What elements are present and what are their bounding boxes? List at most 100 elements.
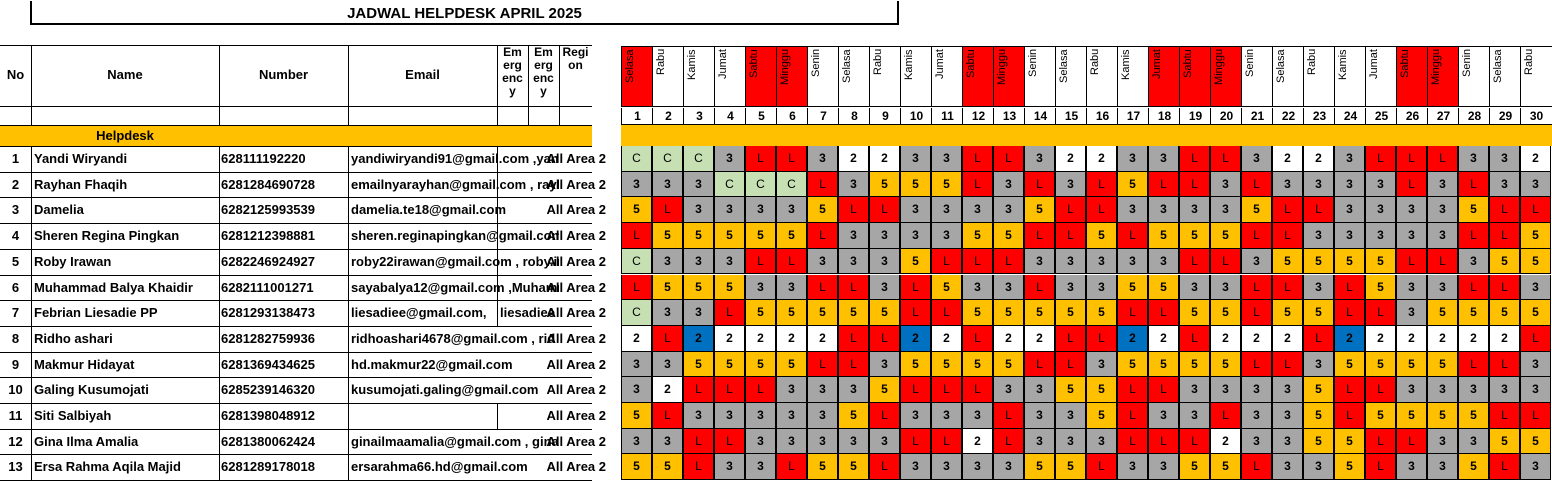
schedule-cell[interactable]: 5	[1303, 248, 1334, 275]
schedule-cell[interactable]: 3	[652, 171, 683, 198]
schedule-cell[interactable]: L	[869, 197, 900, 224]
schedule-cell[interactable]: 3	[807, 377, 838, 403]
schedule-cell[interactable]: 5	[714, 223, 745, 249]
schedule-cell[interactable]: 5	[1334, 351, 1365, 378]
schedule-cell[interactable]: 3	[1024, 428, 1055, 455]
schedule-cell[interactable]: 5	[745, 300, 776, 326]
schedule-cell[interactable]: L	[900, 274, 931, 301]
schedule-cell[interactable]: 3	[900, 403, 931, 429]
schedule-cell[interactable]: 3	[1210, 197, 1241, 224]
schedule-cell[interactable]: 3	[776, 428, 807, 455]
schedule-cell[interactable]: 5	[1458, 403, 1489, 429]
schedule-cell[interactable]: L	[1334, 300, 1365, 326]
schedule-cell[interactable]: 3	[1396, 454, 1427, 481]
schedule-cell[interactable]: 3	[993, 197, 1024, 224]
schedule-cell[interactable]: L	[869, 325, 900, 352]
schedule-cell[interactable]: 2	[1334, 325, 1365, 352]
schedule-cell[interactable]: 3	[1148, 403, 1179, 429]
schedule-cell[interactable]: L	[1210, 248, 1241, 275]
schedule-cell[interactable]: 5	[807, 300, 838, 326]
schedule-cell[interactable]: 3	[931, 403, 962, 429]
schedule-cell[interactable]: L	[1458, 223, 1489, 249]
schedule-cell[interactable]: L	[1148, 428, 1179, 455]
schedule-cell[interactable]: 3	[1458, 377, 1489, 403]
schedule-cell[interactable]: 2	[1117, 325, 1148, 352]
schedule-cell[interactable]: 5	[1024, 300, 1055, 326]
schedule-cell[interactable]: 5	[869, 300, 900, 326]
schedule-cell[interactable]: L	[652, 403, 683, 429]
schedule-cell[interactable]: L	[1272, 274, 1303, 301]
schedule-cell[interactable]: 2	[900, 325, 931, 352]
schedule-cell[interactable]: 3	[1427, 428, 1458, 455]
schedule-cell[interactable]: 5	[1520, 248, 1551, 275]
schedule-cell[interactable]: 3	[1272, 171, 1303, 198]
schedule-cell[interactable]: L	[1241, 274, 1272, 301]
schedule-cell[interactable]: 2	[1210, 428, 1241, 455]
schedule-cell[interactable]: 3	[1055, 403, 1086, 429]
schedule-cell[interactable]: C	[621, 248, 652, 275]
schedule-cell[interactable]: 5	[1272, 248, 1303, 275]
schedule-cell[interactable]: 5	[1024, 454, 1055, 481]
schedule-cell[interactable]: 3	[1148, 197, 1179, 224]
schedule-cell[interactable]: 2	[1365, 325, 1396, 352]
schedule-cell[interactable]: L	[807, 274, 838, 301]
schedule-cell[interactable]: 3	[1241, 248, 1272, 275]
schedule-cell[interactable]: 2	[1210, 325, 1241, 352]
schedule-cell[interactable]: L	[1489, 274, 1520, 301]
schedule-cell[interactable]: L	[683, 377, 714, 403]
schedule-cell[interactable]: L	[1396, 171, 1427, 198]
schedule-cell[interactable]: L	[807, 171, 838, 198]
schedule-cell[interactable]: 5	[1210, 223, 1241, 249]
schedule-cell[interactable]: 3	[1272, 403, 1303, 429]
schedule-cell[interactable]: L	[1055, 197, 1086, 224]
schedule-cell[interactable]: 3	[993, 454, 1024, 481]
schedule-cell[interactable]: L	[1365, 300, 1396, 326]
schedule-cell[interactable]: L	[714, 428, 745, 455]
schedule-cell[interactable]: 3	[1458, 428, 1489, 455]
schedule-cell[interactable]: 5	[1489, 428, 1520, 455]
schedule-cell[interactable]: 5	[1489, 248, 1520, 275]
schedule-cell[interactable]: 3	[900, 454, 931, 481]
schedule-cell[interactable]: 5	[1458, 300, 1489, 326]
schedule-cell[interactable]: 5	[1520, 428, 1551, 455]
schedule-cell[interactable]: 3	[1365, 223, 1396, 249]
schedule-cell[interactable]: L	[1241, 300, 1272, 326]
schedule-cell[interactable]: 5	[776, 300, 807, 326]
schedule-cell[interactable]: 3	[900, 223, 931, 249]
schedule-cell[interactable]: 5	[1210, 300, 1241, 326]
schedule-cell[interactable]: 3	[1365, 197, 1396, 224]
schedule-cell[interactable]: 3	[1117, 454, 1148, 481]
schedule-cell[interactable]: C	[745, 171, 776, 198]
schedule-cell[interactable]: L	[962, 171, 993, 198]
schedule-cell[interactable]: 3	[1055, 274, 1086, 301]
schedule-cell[interactable]: L	[962, 146, 993, 172]
schedule-cell[interactable]: L	[621, 274, 652, 301]
schedule-cell[interactable]: 5	[683, 223, 714, 249]
schedule-cell[interactable]: 5	[1024, 197, 1055, 224]
schedule-cell[interactable]: 3	[776, 197, 807, 224]
schedule-cell[interactable]: 5	[1303, 300, 1334, 326]
schedule-cell[interactable]: L	[1458, 351, 1489, 378]
schedule-cell[interactable]: 3	[1458, 248, 1489, 275]
schedule-cell[interactable]: 5	[652, 274, 683, 301]
schedule-cell[interactable]: 3	[683, 197, 714, 224]
schedule-cell[interactable]: L	[1148, 377, 1179, 403]
schedule-cell[interactable]: 3	[1179, 274, 1210, 301]
schedule-cell[interactable]: 2	[1086, 146, 1117, 172]
schedule-cell[interactable]: 3	[1334, 223, 1365, 249]
schedule-cell[interactable]: 3	[776, 377, 807, 403]
schedule-cell[interactable]: 3	[683, 403, 714, 429]
schedule-cell[interactable]: 2	[1303, 146, 1334, 172]
schedule-cell[interactable]: L	[683, 454, 714, 481]
schedule-cell[interactable]: 5	[838, 403, 869, 429]
schedule-cell[interactable]: 5	[776, 223, 807, 249]
schedule-cell[interactable]: 3	[807, 428, 838, 455]
schedule-cell[interactable]: 2	[869, 146, 900, 172]
schedule-cell[interactable]: 5	[838, 454, 869, 481]
schedule-cell[interactable]: 5	[807, 454, 838, 481]
schedule-cell[interactable]: 5	[807, 197, 838, 224]
schedule-cell[interactable]: L	[1396, 248, 1427, 275]
schedule-cell[interactable]: 3	[714, 454, 745, 481]
schedule-cell[interactable]: 5	[621, 454, 652, 481]
schedule-cell[interactable]: 5	[776, 351, 807, 378]
